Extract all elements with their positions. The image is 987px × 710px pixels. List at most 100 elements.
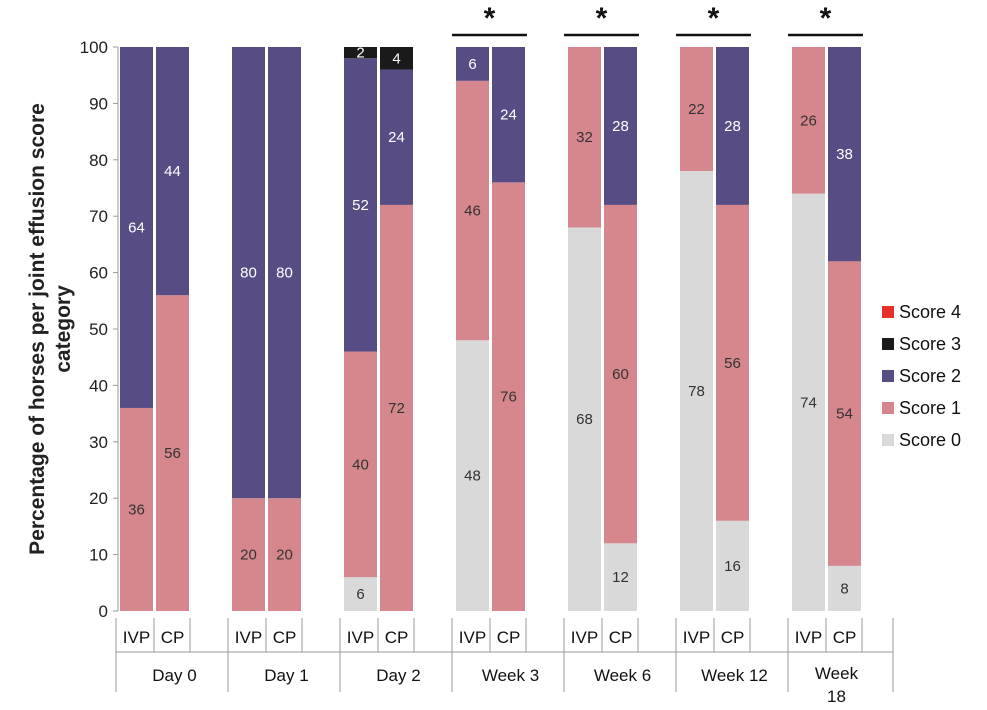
bar-category-label: IVP xyxy=(123,628,150,647)
bar-value-label: 2 xyxy=(356,45,364,62)
bar-value-label: 46 xyxy=(464,203,481,220)
bar-category-label: CP xyxy=(833,628,857,647)
bar-value-label: 6 xyxy=(468,56,476,73)
bar-segment xyxy=(456,340,489,611)
bar-category-label: IVP xyxy=(795,628,822,647)
bar-value-label: 20 xyxy=(276,547,293,564)
bar-segment xyxy=(456,80,489,341)
bar-value-label: 52 xyxy=(352,197,369,214)
bar-segment xyxy=(344,58,377,352)
bar-segment xyxy=(604,543,637,611)
bar-segment xyxy=(344,577,377,611)
group-label: Week 12 xyxy=(701,666,768,685)
y-tick-label: 20 xyxy=(89,489,108,508)
bar-value-label: 6 xyxy=(356,586,364,603)
bar-segment xyxy=(828,565,861,611)
bar-segment xyxy=(492,47,525,183)
legend-swatch xyxy=(882,306,894,318)
bar-value-label: 78 xyxy=(688,383,705,400)
bar-category-label: CP xyxy=(497,628,521,647)
group-label: Week xyxy=(815,664,859,683)
bar-segment xyxy=(344,351,377,578)
group-label: Day 1 xyxy=(264,666,308,685)
bar-value-label: 24 xyxy=(500,107,517,124)
group-label: Week 6 xyxy=(594,666,651,685)
y-tick-label: 40 xyxy=(89,376,108,395)
bar-value-label: 22 xyxy=(688,101,705,118)
legend-entry: Score 2 xyxy=(899,366,961,386)
legend-swatch xyxy=(882,434,894,446)
bar-segment xyxy=(456,47,489,81)
bar-value-label: 16 xyxy=(724,558,741,575)
bar-category-label: CP xyxy=(721,628,745,647)
bar-segment xyxy=(380,47,413,70)
bar-value-label: 24 xyxy=(388,129,405,146)
legend-entry: Score 3 xyxy=(899,334,961,354)
bar-value-label: 56 xyxy=(164,445,181,462)
significance-star: * xyxy=(596,2,608,35)
bar-segment xyxy=(716,47,749,205)
legend-swatch xyxy=(882,370,894,382)
bar-segment xyxy=(680,47,713,172)
bar-value-label: 8 xyxy=(840,580,848,597)
bar-segment xyxy=(380,69,413,205)
group-label: Day 2 xyxy=(376,666,420,685)
bar-category-label: CP xyxy=(161,628,185,647)
bar-category-label: IVP xyxy=(347,628,374,647)
significance-star: * xyxy=(484,2,496,35)
bar-segment xyxy=(792,47,825,194)
y-tick-label: 70 xyxy=(89,207,108,226)
bar-category-label: CP xyxy=(609,628,633,647)
bar-segment xyxy=(344,47,377,59)
legend-entry: Score 1 xyxy=(899,398,961,418)
bar-value-label: 80 xyxy=(240,265,257,282)
bar-segment xyxy=(828,261,861,566)
bar-segment xyxy=(232,47,265,499)
bar-value-label: 64 xyxy=(128,219,145,236)
y-tick-label: 100 xyxy=(80,38,108,57)
bar-value-label: 28 xyxy=(612,118,629,135)
group-label: Day 0 xyxy=(152,666,196,685)
bar-value-label: 36 xyxy=(128,501,145,518)
bar-value-label: 26 xyxy=(800,112,817,129)
y-tick-label: 60 xyxy=(89,264,108,283)
bar-segment xyxy=(380,204,413,612)
bar-value-label: 74 xyxy=(800,394,817,411)
y-tick-label: 10 xyxy=(89,546,108,565)
y-axis-title: Percentage of horses per joint effusion … xyxy=(26,103,75,555)
bar-value-label: 20 xyxy=(240,547,257,564)
bar-value-label: 68 xyxy=(576,411,593,428)
bar-value-label: 32 xyxy=(576,129,593,146)
bar-segment xyxy=(828,47,861,262)
bar-value-label: 4 xyxy=(392,50,400,67)
bar-segment xyxy=(120,407,153,611)
y-tick-label: 30 xyxy=(89,433,108,452)
bar-value-label: 76 xyxy=(500,389,517,406)
bar-value-label: 56 xyxy=(724,355,741,372)
bar-segment xyxy=(716,520,749,611)
legend-swatch xyxy=(882,338,894,350)
bar-value-label: 28 xyxy=(724,118,741,135)
bar-category-label: IVP xyxy=(571,628,598,647)
legend-entry: Score 0 xyxy=(899,430,961,450)
bar-segment xyxy=(716,204,749,521)
bar-value-label: 72 xyxy=(388,400,405,417)
bar-segment xyxy=(680,171,713,611)
legend-entry: Score 4 xyxy=(899,302,961,322)
bar-value-label: 60 xyxy=(612,366,629,383)
bar-category-label: IVP xyxy=(459,628,486,647)
bar-segment xyxy=(604,47,637,205)
bar-value-label: 44 xyxy=(164,163,181,180)
bar-segment xyxy=(604,204,637,544)
significance-star: * xyxy=(820,2,832,35)
bar-value-label: 12 xyxy=(612,569,629,586)
group-label-line2: 18 xyxy=(827,687,846,706)
bar-category-label: CP xyxy=(385,628,409,647)
bar-segment xyxy=(492,182,525,612)
bar-category-label: CP xyxy=(273,628,297,647)
bar-value-label: 48 xyxy=(464,468,481,485)
bar-segment xyxy=(568,47,601,228)
bar-category-label: IVP xyxy=(683,628,710,647)
bar-segment xyxy=(156,47,189,296)
